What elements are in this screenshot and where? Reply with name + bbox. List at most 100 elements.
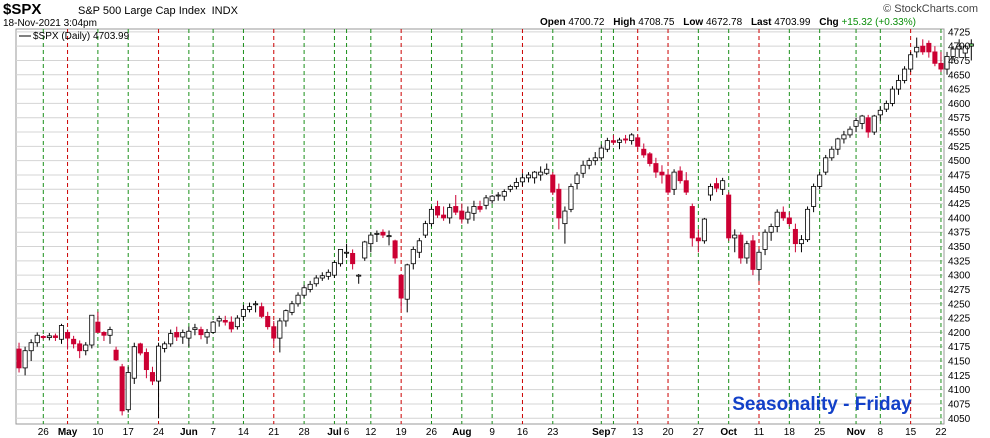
candle (883, 100, 889, 113)
candle (677, 166, 683, 184)
candle-body (483, 197, 489, 206)
y-tick-label: 4400 (948, 213, 971, 224)
candle (368, 232, 374, 253)
candle-body (137, 343, 143, 354)
candle (477, 200, 483, 213)
candle-body (568, 186, 574, 210)
candle-body (422, 223, 428, 236)
seasonality-annotation: Seasonality - Friday (732, 394, 912, 415)
y-tick-label: 4125 (948, 371, 971, 382)
candle (295, 292, 301, 307)
candle (471, 200, 477, 221)
candle-body (216, 318, 222, 322)
candle (877, 106, 883, 121)
candle (416, 237, 422, 258)
y-tick-label: 4300 (948, 271, 971, 282)
y-tick-label: 4550 (948, 128, 971, 139)
candle-body (610, 140, 616, 143)
y-tick-label: 4275 (948, 285, 971, 296)
candle (89, 314, 95, 349)
candle-body (240, 309, 246, 317)
candle (544, 163, 550, 175)
x-tick-label: 18 (784, 427, 796, 438)
candle-body (125, 372, 131, 411)
candle-body (920, 45, 926, 53)
candle-body (647, 153, 653, 164)
candle-body (732, 234, 738, 239)
y-tick-label: 4175 (948, 342, 971, 353)
candle (386, 230, 392, 246)
candle-body (859, 115, 865, 124)
x-tick-label: 14 (238, 427, 250, 438)
candle (168, 329, 174, 347)
chg-label: Chg (819, 17, 839, 28)
candle (422, 220, 428, 238)
y-tick-label: 4675 (948, 56, 971, 67)
candle (926, 40, 932, 58)
candle-body (447, 207, 453, 219)
candle (162, 341, 168, 353)
candle-body (58, 325, 65, 340)
candle-body (222, 319, 228, 323)
candle (720, 177, 726, 196)
y-axis: 4050 4075 4100 4125 4150 4175 4200 4225 4250 4275… (948, 27, 971, 424)
x-tick-label: 19 (396, 427, 408, 438)
candle-body (404, 264, 410, 300)
candle-body (956, 45, 962, 50)
candle-body (877, 109, 883, 116)
candle (586, 157, 592, 170)
candle-body (744, 243, 750, 259)
x-tick-label: 17 (123, 427, 135, 438)
candle-body (428, 208, 434, 225)
candle-body (192, 327, 198, 330)
y-tick-label: 4600 (948, 99, 971, 110)
candle (538, 166, 544, 181)
candle-body (798, 239, 804, 245)
candle-body (356, 274, 362, 277)
candle-body (362, 241, 368, 259)
candlestick-series (16, 37, 974, 419)
candle (592, 152, 598, 166)
candle (532, 170, 538, 184)
last-label: Last (750, 17, 772, 28)
candle-body (592, 157, 598, 162)
candle-body (786, 217, 792, 225)
high-value: 4708.75 (638, 17, 675, 28)
y-tick-label: 4450 (948, 185, 971, 196)
x-axis: 26 May 10 17 24 Jun 7 14 21 28 Jul 6 12 19 26 Aug 9 16 23 S… (38, 427, 947, 438)
candle (950, 46, 956, 61)
last-value: 4703.99 (774, 17, 811, 28)
candle-body (489, 195, 495, 202)
candle-body (16, 348, 22, 369)
ohlc-readout: Open 4700.72 High 4708.75 Low 4672.78 La… (540, 17, 916, 28)
candle-body (368, 234, 374, 245)
candle (604, 137, 610, 153)
candle (174, 326, 180, 341)
candle-body (453, 206, 459, 213)
candle (253, 300, 259, 313)
candle (307, 280, 313, 293)
open-label: Open (540, 17, 566, 28)
candle-body (665, 174, 671, 193)
candle (768, 223, 774, 241)
y-tick-label: 4075 (948, 399, 971, 410)
legend: $SPX (Daily) 4703.99 (19, 31, 130, 42)
candle-body (313, 277, 319, 285)
candle-body (738, 234, 744, 259)
candle-body (22, 350, 28, 369)
candle-body (780, 211, 786, 219)
candle (841, 130, 847, 144)
x-tick-label: 7 (611, 427, 617, 438)
candle (683, 172, 689, 196)
candle (920, 39, 926, 55)
candle-body (853, 120, 859, 127)
candle (598, 144, 604, 161)
candle-body (635, 137, 641, 147)
candle (319, 272, 325, 281)
candle-body (210, 321, 216, 333)
candle (744, 240, 750, 264)
candle (944, 51, 950, 75)
x-tick-label: 20 (662, 427, 674, 438)
candle (71, 335, 77, 349)
candle-body (895, 80, 902, 90)
